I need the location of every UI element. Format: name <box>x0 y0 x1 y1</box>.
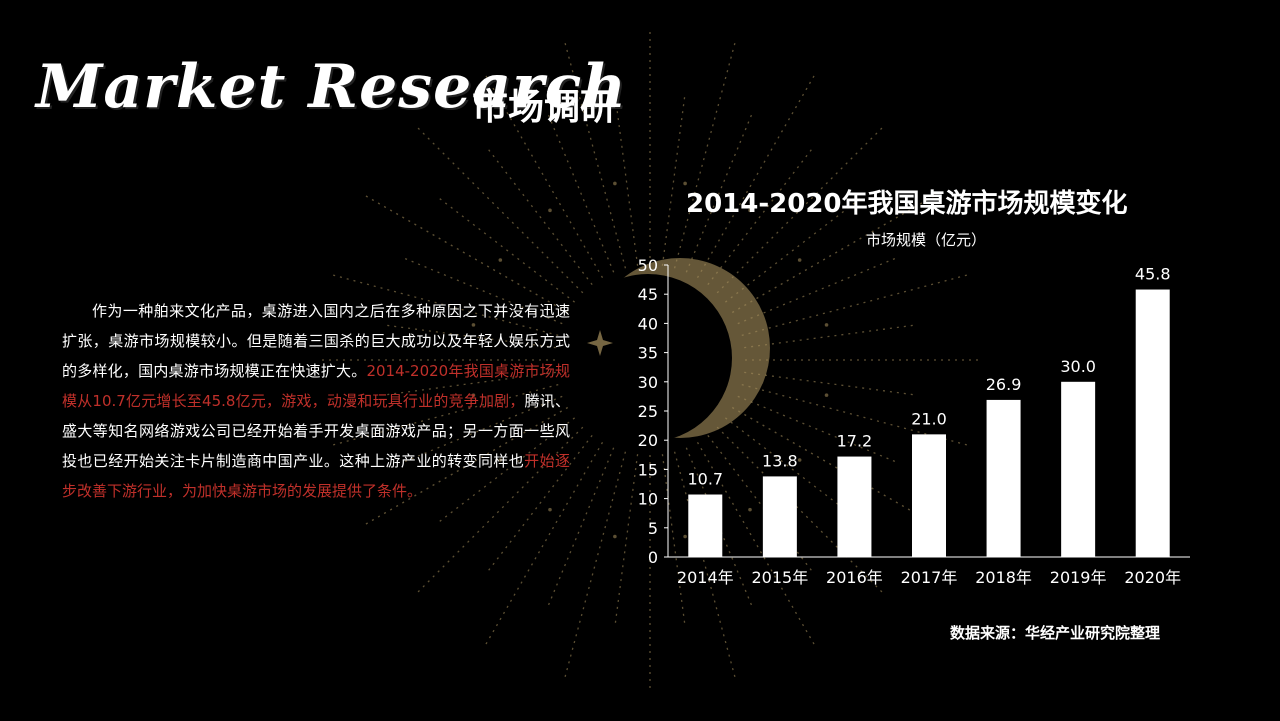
data-source-note: 数据来源：华经产业研究院整理 <box>950 624 1161 642</box>
x-tick-label: 2018年 <box>975 568 1032 587</box>
bar-2020年 <box>1135 289 1170 557</box>
bar-value-label: 10.7 <box>687 470 723 489</box>
y-tick-label: 40 <box>638 314 658 333</box>
x-tick-label: 2014年 <box>677 568 734 587</box>
chart-y-axis-label: 市场规模（亿元） <box>866 231 987 249</box>
chart-title: 2014-2020年我国桌游市场规模变化 <box>686 189 1128 219</box>
bar-2019年 <box>1061 381 1096 557</box>
header-title-en: Market Research <box>36 52 627 122</box>
x-tick-label: 2019年 <box>1050 568 1107 587</box>
x-tick-label: 2015年 <box>751 568 808 587</box>
sparkle-star-icon <box>587 330 613 356</box>
bar-2016年 <box>837 456 872 557</box>
bar-2014年 <box>688 494 723 557</box>
y-tick-label: 25 <box>638 402 658 421</box>
header-title-zh: 市场调研 <box>472 87 617 128</box>
x-tick-label: 2016年 <box>826 568 883 587</box>
body-text-2: 腾讯、盛大等知名网络游戏公司已经开始着手开发桌面游戏产品；另一方面一些风投也已经… <box>62 392 570 470</box>
y-tick-label: 20 <box>638 431 658 450</box>
y-tick-label: 15 <box>638 460 658 479</box>
bar-2018年 <box>986 399 1021 557</box>
body-paragraph: 作为一种舶来文化产品，桌游进入国内之后在多种原因之下并没有迅速扩张，桌游市场规模… <box>62 296 570 506</box>
y-tick-label: 45 <box>638 285 658 304</box>
x-tick-label: 2017年 <box>901 568 958 587</box>
bar-value-label: 30.0 <box>1060 357 1096 376</box>
y-tick-label: 5 <box>648 519 658 538</box>
bar-value-label: 17.2 <box>837 432 873 451</box>
bar-value-label: 26.9 <box>986 375 1022 394</box>
y-tick-label: 30 <box>638 373 658 392</box>
bar-value-label: 13.8 <box>762 451 798 470</box>
crescent-moon-icon <box>590 258 770 438</box>
sunburst-rays <box>320 30 980 690</box>
body-highlight-2: 开始逐步改善下游行业，为加快桌游市场的发展提供了条件。 <box>62 452 570 500</box>
bar-value-label: 21.0 <box>911 409 947 428</box>
bar-value-label: 45.8 <box>1135 265 1171 284</box>
bar-2015年 <box>762 476 797 557</box>
y-tick-label: 10 <box>638 490 658 509</box>
y-tick-label: 0 <box>648 548 658 567</box>
y-tick-label: 50 <box>638 256 658 275</box>
bar-2017年 <box>912 434 946 557</box>
body-highlight-1: 2014-2020年我国桌游市场规模从10.7亿元增长至45.8亿元，游戏，动漫… <box>62 362 570 410</box>
y-tick-label: 35 <box>638 344 658 363</box>
body-text-1: 作为一种舶来文化产品，桌游进入国内之后在多种原因之下并没有迅速扩张，桌游市场规模… <box>62 302 570 380</box>
x-tick-label: 2020年 <box>1124 568 1181 587</box>
